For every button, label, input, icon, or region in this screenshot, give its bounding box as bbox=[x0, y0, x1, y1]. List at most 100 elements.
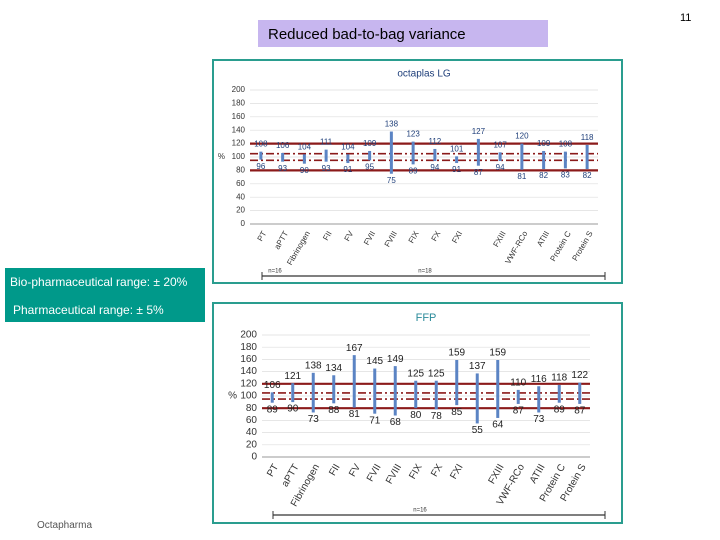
data-label: 87 bbox=[474, 168, 483, 177]
data-label: 75 bbox=[387, 176, 396, 185]
x-tick-label: FV bbox=[343, 229, 356, 243]
data-label: 73 bbox=[533, 414, 545, 425]
x-tick-label: FVII bbox=[362, 230, 377, 247]
data-label: 80 bbox=[410, 410, 422, 421]
data-label: 95 bbox=[365, 162, 374, 171]
data-label: 90 bbox=[287, 404, 299, 415]
data-label: 68 bbox=[390, 417, 402, 428]
annotation: n=16 bbox=[413, 508, 427, 514]
data-label: 89 bbox=[554, 404, 566, 415]
y-tick-label: 200 bbox=[232, 85, 246, 94]
data-label: 108 bbox=[254, 140, 268, 149]
data-label: 118 bbox=[551, 373, 567, 384]
legend-box: Bio-pharmaceutical range: ± 20% bbox=[5, 268, 205, 296]
y-tick-label: 100 bbox=[240, 391, 257, 402]
data-label: 109 bbox=[363, 139, 377, 148]
x-tick-label: Protein S bbox=[570, 230, 594, 263]
data-label: 108 bbox=[559, 140, 573, 149]
y-tick-label: 20 bbox=[246, 439, 258, 450]
x-tick-label: PT bbox=[265, 462, 281, 479]
x-tick-label: FII bbox=[327, 462, 342, 478]
data-label: 116 bbox=[531, 374, 547, 385]
slide-number: 11 bbox=[680, 12, 692, 24]
data-label: 125 bbox=[407, 368, 424, 379]
legend-box: Pharmaceutical range: ± 5% bbox=[5, 296, 205, 322]
y-tick-label: 120 bbox=[240, 378, 257, 389]
data-label: 123 bbox=[406, 130, 420, 139]
data-label: 83 bbox=[561, 170, 570, 179]
data-label: 118 bbox=[581, 133, 594, 142]
data-label: 81 bbox=[349, 409, 361, 420]
y-tick-label: 40 bbox=[246, 427, 258, 438]
x-tick-label: FX bbox=[429, 462, 445, 479]
data-label: 94 bbox=[496, 163, 505, 172]
x-tick-label: Protein C bbox=[548, 229, 573, 263]
data-label: 167 bbox=[346, 343, 363, 354]
data-label: 107 bbox=[493, 140, 507, 149]
x-tick-label: FXIII bbox=[491, 230, 507, 249]
y-tick-label: 140 bbox=[240, 366, 257, 377]
x-tick-label: FIX bbox=[407, 462, 424, 481]
y-axis-label: % bbox=[218, 152, 225, 161]
data-label: 93 bbox=[278, 164, 287, 173]
y-tick-label: 160 bbox=[232, 112, 246, 121]
data-label: 90 bbox=[300, 166, 309, 175]
data-label: 73 bbox=[308, 414, 320, 425]
y-tick-label: 60 bbox=[246, 415, 258, 426]
y-tick-label: 0 bbox=[241, 219, 246, 228]
data-label: 145 bbox=[366, 356, 383, 367]
data-label: 101 bbox=[450, 144, 464, 153]
y-tick-label: 120 bbox=[232, 139, 246, 148]
y-tick-label: 80 bbox=[236, 166, 245, 175]
y-axis-label: % bbox=[228, 391, 237, 402]
x-tick-label: FV bbox=[347, 462, 363, 479]
y-tick-label: 180 bbox=[232, 99, 246, 108]
footer: Octapharma bbox=[37, 520, 93, 531]
y-tick-label: 200 bbox=[240, 330, 257, 341]
x-tick-label: ATIII bbox=[528, 462, 548, 485]
data-label: 64 bbox=[492, 420, 504, 431]
data-label: 71 bbox=[369, 415, 381, 426]
x-tick-label: FVIII bbox=[383, 230, 399, 249]
slide-title: Reduced bad-to-bag variance bbox=[258, 20, 548, 47]
x-tick-label: FVII bbox=[365, 462, 384, 483]
data-label: 88 bbox=[328, 405, 340, 416]
chart-title: octaplas LG bbox=[397, 69, 451, 80]
chart-title: FFP bbox=[416, 312, 437, 324]
data-label: 78 bbox=[431, 411, 443, 422]
y-tick-label: 140 bbox=[232, 125, 246, 134]
data-label: 94 bbox=[430, 163, 439, 172]
data-label: 122 bbox=[571, 370, 588, 381]
data-label: 82 bbox=[583, 171, 592, 180]
data-label: 138 bbox=[305, 360, 322, 371]
y-tick-label: 180 bbox=[240, 342, 257, 353]
chart-frame bbox=[212, 302, 623, 524]
data-label: 89 bbox=[409, 166, 418, 175]
x-tick-label: FX bbox=[430, 229, 443, 243]
annotation: n=16 bbox=[268, 269, 282, 275]
data-label: 110 bbox=[510, 378, 526, 389]
x-tick-label: aPTT bbox=[280, 462, 302, 489]
data-label: 87 bbox=[513, 406, 525, 417]
x-tick-label: FXI bbox=[448, 462, 465, 481]
y-tick-label: 160 bbox=[240, 354, 257, 365]
data-label: 137 bbox=[469, 361, 486, 372]
data-label: 120 bbox=[515, 132, 529, 141]
y-tick-label: 20 bbox=[236, 206, 245, 215]
x-tick-label: PT bbox=[256, 229, 269, 242]
data-label: 159 bbox=[489, 348, 506, 359]
data-label: 106 bbox=[276, 141, 290, 150]
data-label: 93 bbox=[322, 164, 331, 173]
data-label: 96 bbox=[256, 162, 265, 171]
data-label: 134 bbox=[325, 363, 342, 374]
data-label: 159 bbox=[448, 348, 465, 359]
x-tick-label: FIX bbox=[407, 229, 421, 245]
data-label: 82 bbox=[539, 171, 548, 180]
data-label: 109 bbox=[537, 139, 551, 148]
x-tick-label: aPTT bbox=[273, 229, 291, 251]
chart-frame bbox=[212, 59, 623, 284]
data-label: 104 bbox=[298, 142, 312, 151]
y-tick-label: 60 bbox=[236, 179, 245, 188]
y-tick-label: 40 bbox=[236, 192, 245, 201]
